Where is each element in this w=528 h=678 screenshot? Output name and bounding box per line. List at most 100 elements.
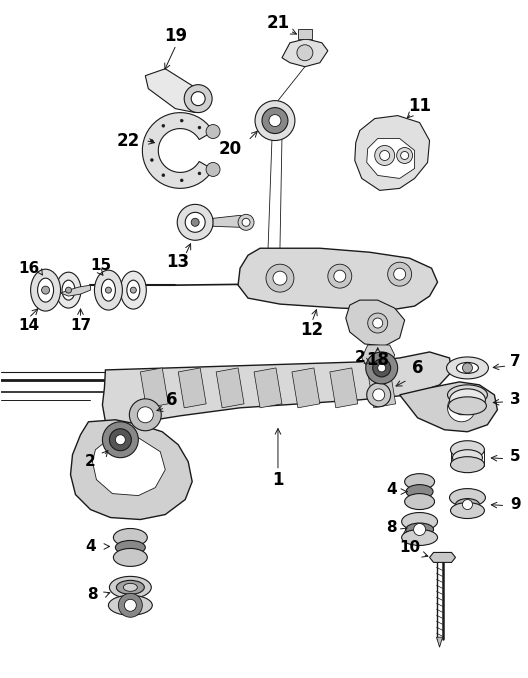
Ellipse shape — [37, 278, 53, 302]
Ellipse shape — [56, 272, 81, 308]
Text: 10: 10 — [399, 540, 420, 555]
Text: 20: 20 — [219, 140, 242, 157]
Polygon shape — [355, 115, 430, 191]
Text: 11: 11 — [408, 97, 431, 115]
Text: 5: 5 — [510, 450, 521, 464]
Circle shape — [266, 264, 294, 292]
Circle shape — [366, 352, 398, 384]
Polygon shape — [238, 248, 438, 310]
Ellipse shape — [450, 441, 484, 459]
Ellipse shape — [406, 485, 433, 498]
Circle shape — [455, 401, 468, 415]
Circle shape — [373, 389, 385, 401]
Circle shape — [191, 92, 205, 106]
Circle shape — [448, 394, 475, 422]
Ellipse shape — [452, 450, 483, 466]
Circle shape — [109, 428, 131, 451]
Ellipse shape — [449, 389, 485, 411]
Polygon shape — [61, 285, 90, 296]
Circle shape — [129, 399, 161, 431]
Circle shape — [463, 363, 473, 373]
Ellipse shape — [120, 271, 146, 309]
Text: 12: 12 — [300, 321, 324, 339]
Circle shape — [125, 599, 136, 612]
Ellipse shape — [114, 528, 147, 546]
Ellipse shape — [448, 385, 487, 405]
Circle shape — [375, 146, 394, 165]
Circle shape — [206, 125, 220, 138]
Polygon shape — [282, 39, 328, 66]
Circle shape — [130, 287, 136, 293]
Text: 2: 2 — [85, 454, 96, 469]
Polygon shape — [92, 438, 165, 496]
Ellipse shape — [95, 270, 122, 310]
Ellipse shape — [124, 583, 137, 591]
Circle shape — [118, 593, 143, 617]
Circle shape — [394, 268, 406, 280]
Ellipse shape — [404, 494, 435, 510]
Text: 14: 14 — [18, 317, 39, 332]
Text: 4: 4 — [386, 482, 397, 497]
Circle shape — [185, 212, 205, 233]
Circle shape — [373, 359, 391, 377]
Circle shape — [297, 45, 313, 61]
Circle shape — [380, 151, 390, 161]
Text: 16: 16 — [18, 260, 39, 276]
Text: 22: 22 — [117, 132, 140, 150]
Ellipse shape — [449, 489, 485, 506]
Circle shape — [373, 318, 383, 328]
Circle shape — [206, 163, 220, 176]
Text: 4: 4 — [85, 539, 96, 554]
Circle shape — [150, 140, 153, 142]
Text: 6: 6 — [166, 391, 178, 409]
Text: 6: 6 — [412, 359, 423, 377]
Circle shape — [191, 218, 199, 226]
Circle shape — [367, 383, 391, 407]
Circle shape — [262, 108, 288, 134]
Polygon shape — [346, 300, 404, 346]
Circle shape — [177, 204, 213, 240]
Polygon shape — [298, 29, 312, 39]
Polygon shape — [140, 368, 168, 408]
Circle shape — [401, 151, 409, 159]
Ellipse shape — [450, 502, 484, 519]
Circle shape — [180, 179, 183, 182]
Polygon shape — [213, 216, 248, 227]
Ellipse shape — [62, 280, 75, 300]
Circle shape — [388, 262, 412, 286]
Text: 15: 15 — [90, 258, 111, 273]
Polygon shape — [430, 553, 456, 563]
Circle shape — [330, 273, 350, 293]
Circle shape — [198, 172, 201, 175]
Polygon shape — [292, 368, 320, 408]
Ellipse shape — [114, 549, 147, 566]
Polygon shape — [254, 368, 282, 408]
Ellipse shape — [404, 474, 435, 490]
Circle shape — [116, 435, 125, 445]
Polygon shape — [367, 138, 414, 178]
Circle shape — [328, 264, 352, 288]
Circle shape — [273, 271, 287, 285]
Ellipse shape — [116, 580, 144, 595]
Circle shape — [102, 422, 138, 458]
Ellipse shape — [127, 280, 140, 300]
Circle shape — [150, 159, 153, 161]
Circle shape — [42, 286, 50, 294]
Text: 7: 7 — [510, 355, 521, 370]
Text: 2: 2 — [354, 351, 365, 365]
Polygon shape — [143, 113, 213, 188]
Circle shape — [162, 124, 165, 127]
Circle shape — [378, 364, 385, 372]
Circle shape — [184, 85, 212, 113]
Ellipse shape — [108, 595, 152, 615]
Polygon shape — [437, 637, 442, 647]
Circle shape — [242, 218, 250, 226]
Text: 19: 19 — [165, 27, 188, 45]
Ellipse shape — [402, 530, 438, 546]
Text: 17: 17 — [70, 317, 91, 332]
Circle shape — [269, 115, 281, 127]
Ellipse shape — [116, 540, 145, 555]
Circle shape — [65, 287, 71, 293]
Circle shape — [162, 174, 165, 177]
Circle shape — [255, 100, 295, 140]
